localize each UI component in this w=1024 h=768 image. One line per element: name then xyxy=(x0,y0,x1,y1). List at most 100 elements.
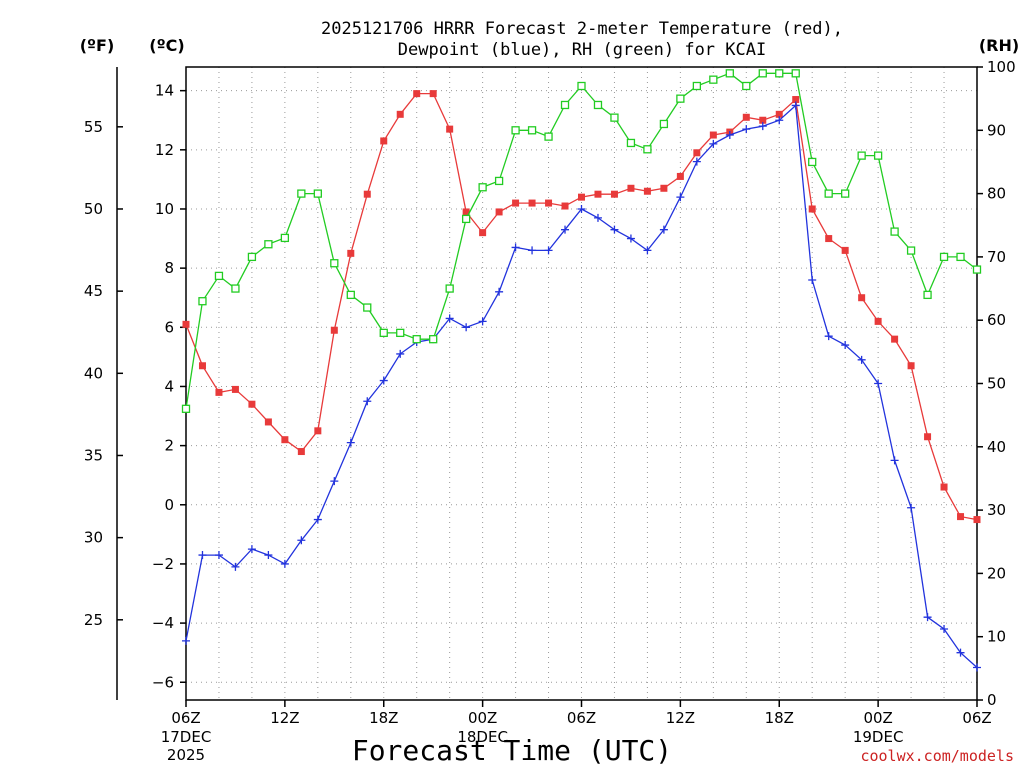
temperature-point xyxy=(248,400,256,408)
rh-tick-label: 90 xyxy=(987,121,1006,139)
temperature-point xyxy=(363,190,371,198)
dewpoint-point xyxy=(363,397,372,406)
celsius-tick-label: 8 xyxy=(164,259,174,277)
dewpoint-point xyxy=(676,193,685,202)
rh-point xyxy=(247,252,257,262)
rh-unit-label: (RH) xyxy=(979,36,1019,55)
celsius-tick-label: −2 xyxy=(152,555,174,573)
rh-point xyxy=(659,119,669,129)
rh-point xyxy=(577,81,586,91)
rh-point xyxy=(412,335,421,344)
rh-point xyxy=(593,100,603,110)
dewpoint-point xyxy=(297,536,306,545)
rh-point xyxy=(808,157,817,167)
dewpoint-point xyxy=(824,332,833,341)
celsius-tick-label: 0 xyxy=(164,496,174,514)
dewpoint-point xyxy=(725,131,734,140)
dewpoint-point xyxy=(890,456,899,465)
dewpoint-point xyxy=(313,515,322,524)
temperature-point xyxy=(610,190,618,198)
temperature-point xyxy=(709,131,717,139)
rh-point xyxy=(330,259,339,268)
rh-tick-label: 10 xyxy=(987,628,1006,646)
series-rh xyxy=(181,69,982,413)
celsius-tick-label: 14 xyxy=(155,82,174,100)
x-date-label: 2025 xyxy=(167,746,205,764)
temperature-point xyxy=(462,208,470,216)
dewpoint-point xyxy=(544,246,553,255)
temperature-point xyxy=(775,110,783,118)
dewpoint-point xyxy=(478,317,487,326)
rh-point xyxy=(857,151,866,160)
temperature-point xyxy=(429,90,437,98)
dewpoint-point xyxy=(923,613,932,622)
temperature-point xyxy=(693,149,701,157)
temperature-point xyxy=(940,483,948,491)
celsius-tick-label: 6 xyxy=(164,318,174,336)
dewpoint-point xyxy=(692,157,701,166)
rh-tick-label: 50 xyxy=(987,375,1006,393)
dewpoint-point xyxy=(214,551,223,560)
dewpoint-point xyxy=(643,246,652,255)
rh-tick-label: 60 xyxy=(987,311,1006,329)
dewpoint-point xyxy=(742,125,751,134)
rh-point xyxy=(297,189,306,198)
x-date-label: 18DEC xyxy=(457,728,508,746)
temperature-point xyxy=(198,362,206,370)
temperature-point xyxy=(528,199,536,207)
temperature-point xyxy=(742,113,750,121)
chart-title-line-1: 2025121706 HRRR Forecast 2-meter Tempera… xyxy=(321,19,843,39)
dewpoint-point xyxy=(495,287,504,296)
x-tick-label: 18Z xyxy=(369,709,398,727)
celsius-tick-label: −6 xyxy=(152,673,174,691)
rh-point xyxy=(841,189,850,198)
rh-point xyxy=(676,94,685,103)
dewpoint-point xyxy=(396,349,405,358)
dewpoint-point xyxy=(973,663,981,672)
temperature-point xyxy=(924,433,932,441)
temperature-point xyxy=(495,208,503,216)
celsius-tick-label: −4 xyxy=(152,614,174,632)
dewpoint-point xyxy=(659,225,668,234)
x-tick-label: 06Z xyxy=(567,709,596,727)
rh-point xyxy=(626,138,636,148)
dewpoint-point xyxy=(346,438,355,447)
dewpoint-point xyxy=(264,551,273,560)
rh-tick-label: 80 xyxy=(987,185,1006,203)
rh-point xyxy=(181,404,191,413)
rh-point xyxy=(610,113,619,122)
temperature-point xyxy=(512,199,520,207)
temperature-point xyxy=(808,205,816,213)
temperature-point xyxy=(314,427,322,435)
rh-point xyxy=(824,189,833,198)
temperature-point xyxy=(380,137,388,145)
rh-point xyxy=(643,145,652,154)
rh-point xyxy=(890,227,899,236)
dewpoint-point xyxy=(330,477,339,486)
rh-point xyxy=(775,69,784,78)
chart-title-line-2: Dewpoint (blue), RH (green) for KCAI xyxy=(398,40,766,60)
dewpoint-point xyxy=(709,139,718,148)
x-tick-label: 12Z xyxy=(270,709,299,727)
rh-point xyxy=(939,252,949,262)
rh-point xyxy=(709,75,718,84)
rh-point xyxy=(560,100,570,110)
temperature-point xyxy=(874,317,882,325)
dewpoint-point xyxy=(561,225,570,234)
rh-point xyxy=(692,81,702,91)
temperature-point xyxy=(281,436,289,444)
rh-point xyxy=(972,265,982,274)
rh-point xyxy=(494,176,504,186)
fahrenheit-tick-label: 45 xyxy=(84,282,103,300)
rh-point xyxy=(758,69,767,78)
dewpoint-point xyxy=(857,355,866,364)
rh-tick-label: 40 xyxy=(987,438,1006,456)
rh-point xyxy=(906,246,916,255)
dewpoint-point xyxy=(462,323,471,332)
dewpoint-point xyxy=(808,275,817,284)
celsius-tick-label: 10 xyxy=(155,200,174,218)
dewpoint-point xyxy=(956,648,965,657)
dewpoint-point xyxy=(247,545,256,554)
rh-tick-label: 0 xyxy=(987,691,997,709)
rh-tick-label: 100 xyxy=(987,58,1016,76)
